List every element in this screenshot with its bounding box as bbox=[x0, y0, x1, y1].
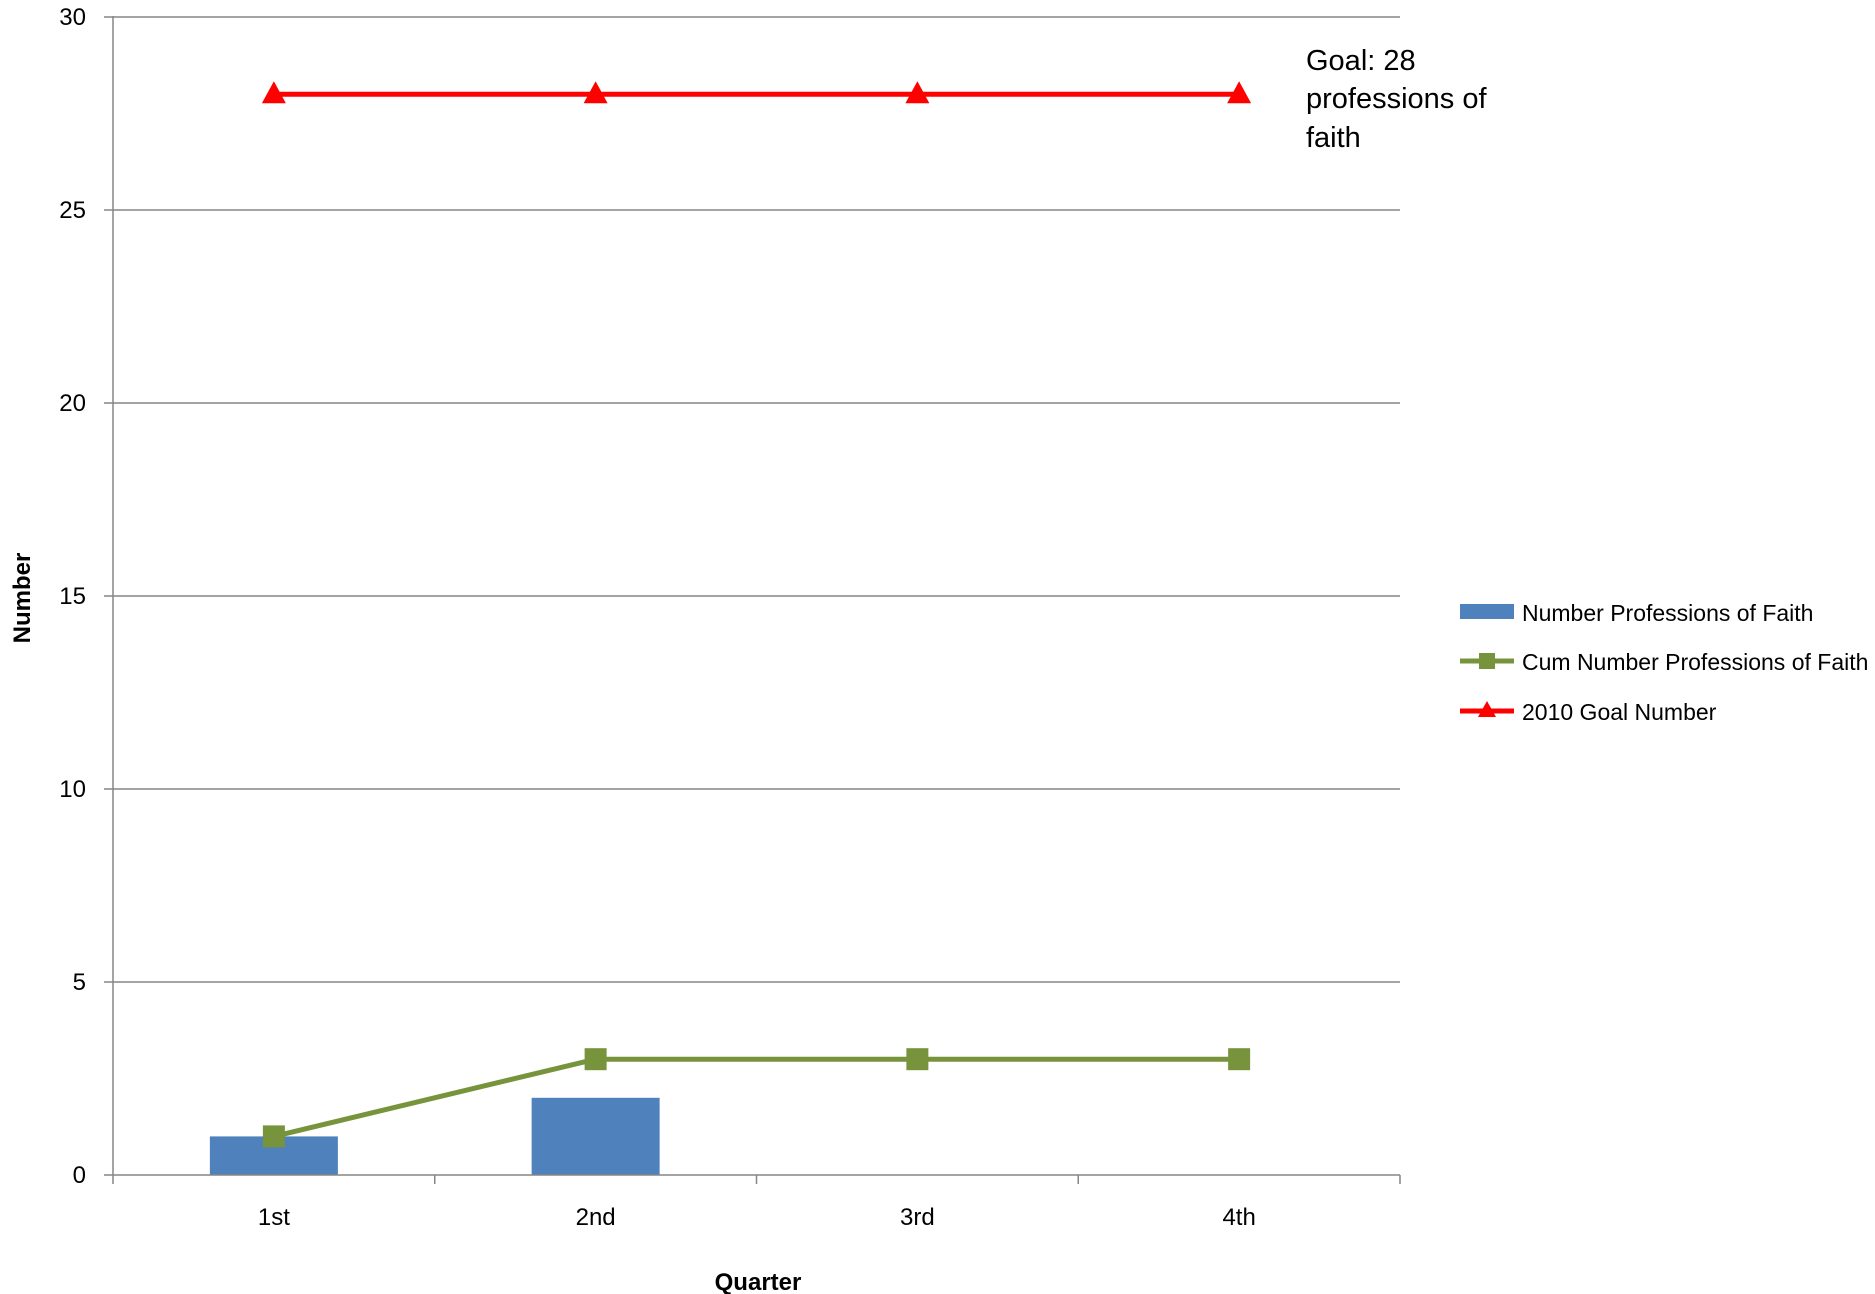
point-goal-3rd bbox=[905, 81, 930, 104]
y-axis-title: Number bbox=[9, 553, 36, 644]
legend-label-cumulative-series: Cum Number Professions of Faith bbox=[1522, 649, 1868, 675]
y-tick-label-0: 0 bbox=[73, 1162, 86, 1189]
x-tick-label-4th: 4th bbox=[1222, 1204, 1255, 1231]
y-tick-label-20: 20 bbox=[59, 390, 86, 417]
goal-annotation: Goal: 28 professions of faith bbox=[1306, 45, 1495, 154]
legend-swatch-square-marker bbox=[1479, 653, 1495, 669]
goal-annotation-line-2: professions of bbox=[1306, 83, 1487, 115]
goal-annotation-line-1: Goal: 28 bbox=[1306, 45, 1416, 77]
y-tick-label-30: 30 bbox=[59, 4, 86, 31]
y-tick-label-15: 15 bbox=[59, 583, 86, 610]
gridlines bbox=[113, 16, 1400, 983]
legend-label-bar-series: Number Professions of Faith bbox=[1522, 600, 1813, 626]
point-goal-4th bbox=[1227, 81, 1252, 104]
x-tick-label-1st: 1st bbox=[258, 1204, 290, 1231]
legend-swatch-bar bbox=[1460, 604, 1514, 619]
bar-professions-2nd bbox=[531, 1097, 660, 1175]
point-cumulative-3rd bbox=[906, 1048, 929, 1071]
point-cumulative-1st bbox=[262, 1125, 285, 1148]
x-tick-label-3rd: 3rd bbox=[900, 1204, 935, 1231]
line-series bbox=[261, 81, 1252, 1148]
y-tick-label-25: 25 bbox=[59, 197, 86, 224]
point-goal-2nd bbox=[583, 81, 608, 104]
legend-label-goal-series: 2010 Goal Number bbox=[1522, 699, 1717, 725]
y-tick-label-10: 10 bbox=[59, 776, 86, 803]
axes bbox=[104, 16, 1401, 1184]
legend: Number Professions of Faith Cum Number P… bbox=[1460, 600, 1868, 725]
x-tick-label-2nd: 2nd bbox=[576, 1204, 616, 1231]
point-goal-1st bbox=[261, 81, 286, 104]
point-cumulative-2nd bbox=[584, 1048, 607, 1071]
tick-labels: 0 5 10 15 20 25 30 1st 2nd 3rd 4th bbox=[59, 4, 1256, 1231]
bar-series bbox=[209, 1097, 660, 1175]
x-axis-title: Quarter bbox=[715, 1269, 802, 1294]
goal-annotation-line-3: faith bbox=[1306, 122, 1361, 154]
line-cumulative bbox=[273, 1056, 1240, 1139]
point-cumulative-4th bbox=[1228, 1048, 1251, 1071]
legend-swatch-triangle-marker bbox=[1478, 701, 1496, 717]
y-tick-label-5: 5 bbox=[73, 969, 86, 996]
